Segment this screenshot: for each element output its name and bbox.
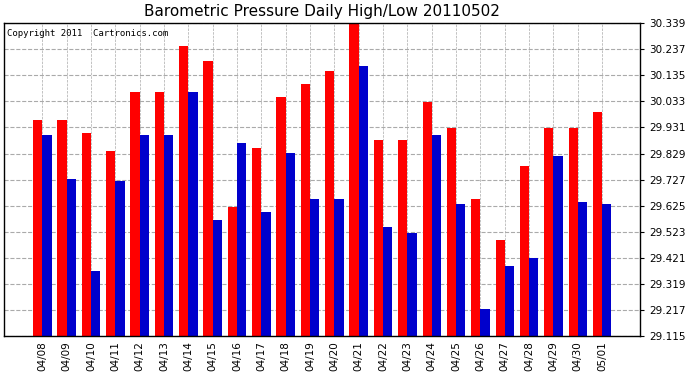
- Bar: [67, 179, 76, 336]
- Bar: [286, 153, 295, 336]
- Bar: [213, 220, 222, 336]
- Title: Barometric Pressure Daily High/Low 20110502: Barometric Pressure Daily High/Low 20110…: [144, 4, 500, 19]
- Bar: [277, 97, 286, 336]
- Bar: [374, 141, 383, 336]
- Bar: [350, 15, 359, 336]
- Bar: [529, 258, 538, 336]
- Bar: [325, 72, 335, 336]
- Bar: [130, 92, 139, 336]
- Bar: [335, 199, 344, 336]
- Bar: [544, 128, 553, 336]
- Bar: [569, 128, 578, 336]
- Bar: [301, 84, 310, 336]
- Bar: [505, 266, 514, 336]
- Bar: [155, 92, 164, 336]
- Bar: [139, 135, 149, 336]
- Bar: [359, 66, 368, 336]
- Bar: [164, 135, 173, 336]
- Bar: [57, 120, 67, 336]
- Bar: [310, 199, 319, 336]
- Bar: [262, 212, 270, 336]
- Text: Copyright 2011  Cartronics.com: Copyright 2011 Cartronics.com: [8, 29, 168, 38]
- Bar: [106, 151, 115, 336]
- Bar: [602, 204, 611, 336]
- Bar: [179, 46, 188, 336]
- Bar: [593, 112, 602, 336]
- Bar: [447, 128, 456, 336]
- Bar: [553, 156, 563, 336]
- Bar: [471, 199, 480, 336]
- Bar: [237, 143, 246, 336]
- Bar: [42, 135, 52, 336]
- Bar: [228, 207, 237, 336]
- Bar: [432, 135, 441, 336]
- Bar: [456, 204, 465, 336]
- Bar: [81, 133, 91, 336]
- Bar: [252, 148, 262, 336]
- Bar: [115, 182, 125, 336]
- Bar: [495, 240, 505, 336]
- Bar: [204, 61, 213, 336]
- Bar: [91, 271, 100, 336]
- Bar: [480, 309, 490, 336]
- Bar: [33, 120, 42, 336]
- Bar: [383, 227, 393, 336]
- Bar: [578, 202, 587, 336]
- Bar: [422, 102, 432, 336]
- Bar: [407, 232, 417, 336]
- Bar: [520, 166, 529, 336]
- Bar: [398, 141, 407, 336]
- Bar: [188, 92, 197, 336]
